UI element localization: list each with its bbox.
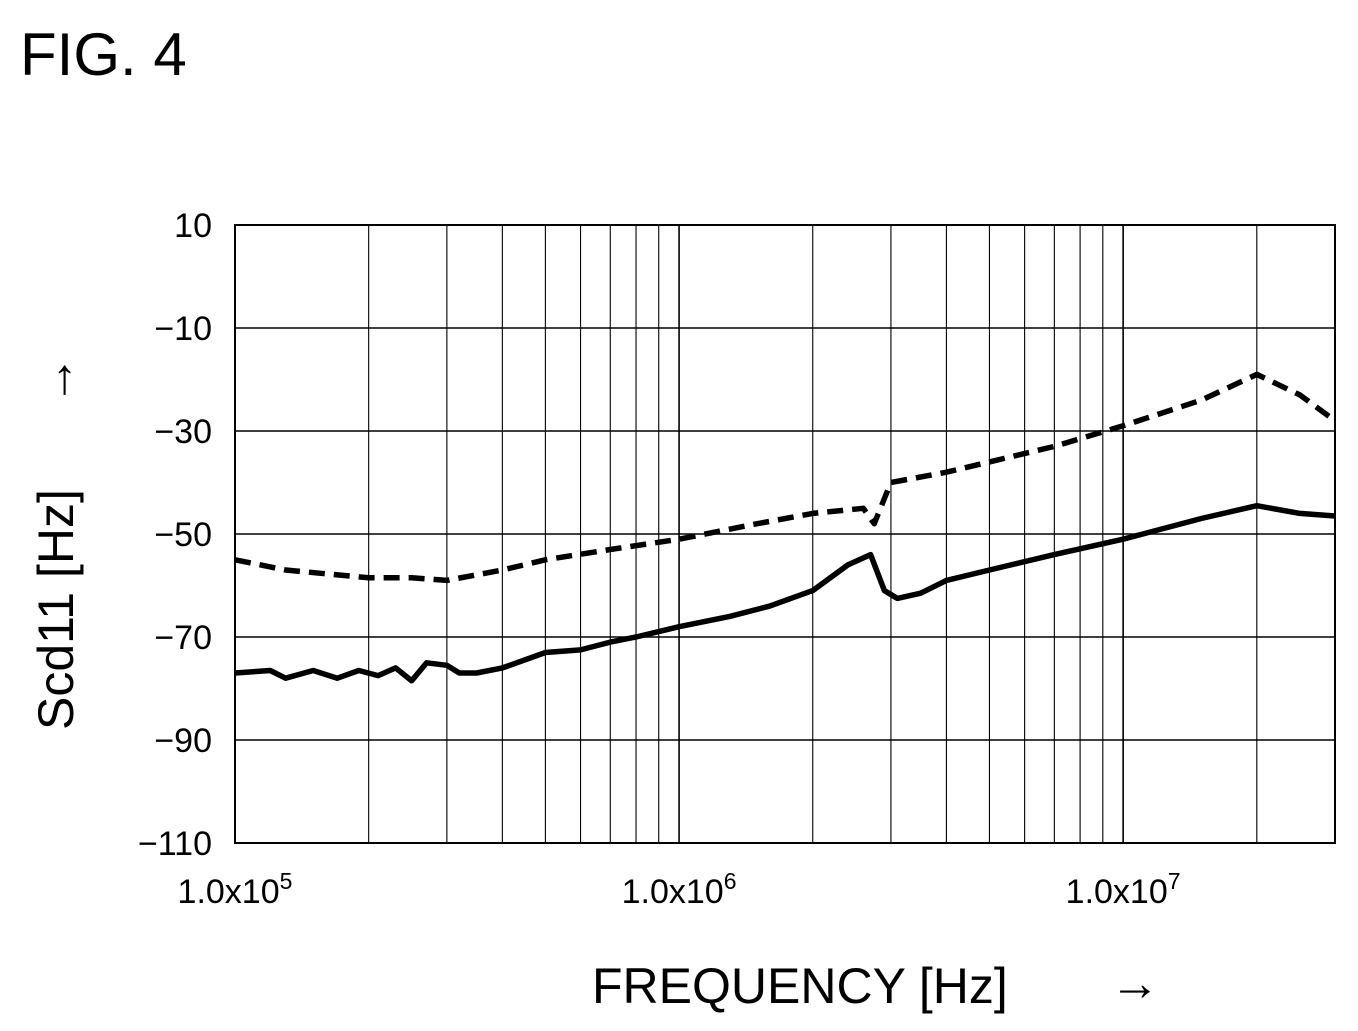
x-tick-exponent: 6: [724, 868, 737, 894]
x-axis-title: FREQUENCY [Hz]: [592, 958, 1008, 1014]
y-axis-title: Scd11 [Hz]: [28, 489, 84, 730]
x-tick-label: 1.0x105: [178, 868, 293, 911]
plot-frame: [234, 224, 1336, 844]
figure-label: FIG. 4: [20, 21, 187, 88]
x-tick-label: 1.0x107: [1066, 868, 1181, 911]
x-tick-mantissa: 1.0x10: [1066, 873, 1168, 911]
y-tick-label: −90: [154, 722, 212, 760]
y-axis-arrow: →: [28, 355, 84, 405]
x-tick-mantissa: 1.0x10: [178, 873, 280, 911]
y-tick-label: −30: [154, 413, 212, 451]
y-tick-label: −50: [154, 516, 212, 554]
y-axis-title-group: Scd11 [Hz] →: [28, 355, 84, 730]
x-tick-labels: 1.0x105 1.0x106 1.0x107: [178, 868, 1181, 911]
series-layer: [234, 371, 1337, 684]
x-axis-arrow: →: [1110, 955, 1160, 1011]
y-tick-label: −10: [154, 310, 212, 348]
solid-series-line: [234, 502, 1336, 684]
y-tick-label: −70: [154, 619, 212, 657]
x-tick-exponent: 5: [280, 868, 293, 894]
y-tick-labels: 10 −10 −30 −50 −70 −90 −110: [138, 207, 212, 863]
y-tick-label: −110: [138, 825, 212, 863]
x-tick-label: 1.0x106: [622, 868, 737, 911]
y-tick-label: 10: [174, 207, 212, 245]
x-tick-mantissa: 1.0x10: [622, 873, 724, 911]
dashed-series-line: [234, 371, 1337, 584]
x-tick-exponent: 7: [1168, 868, 1181, 894]
grid: [234, 224, 1336, 844]
